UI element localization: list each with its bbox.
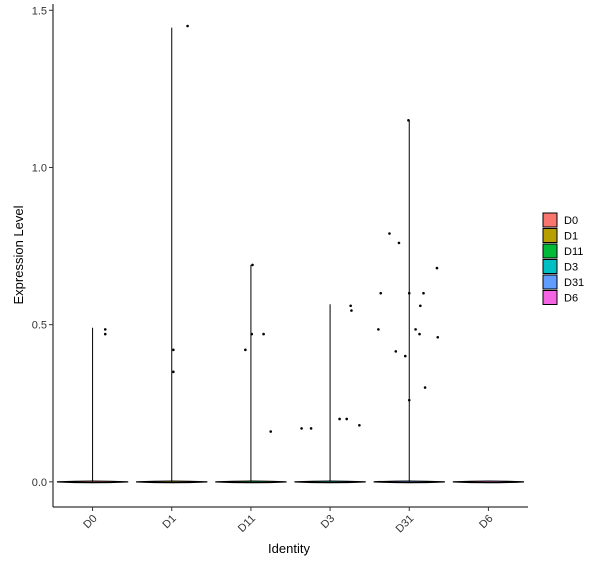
violin-marks: [56, 27, 525, 484]
data-point: [403, 354, 407, 358]
x-tick-label: D31: [394, 513, 417, 536]
legend-key-d0: [542, 212, 558, 228]
x-axis-title: Identity: [268, 541, 310, 556]
data-point: [422, 291, 425, 295]
x-tick-label: D3: [319, 513, 337, 531]
data-point: [172, 370, 175, 374]
y-axis-title: Expression Level: [11, 205, 26, 304]
data-point: [419, 304, 422, 308]
data-point: [407, 398, 411, 402]
data-point: [300, 427, 303, 430]
data-point: [262, 332, 265, 336]
jitter-points: [103, 24, 440, 433]
y-tick-label: 1.5: [32, 5, 47, 17]
x-tick-label: D1: [160, 513, 178, 531]
legend-key-d11: [542, 243, 558, 259]
legend-key-d1: [542, 228, 558, 243]
legend-label: D1: [564, 231, 578, 243]
data-point: [269, 430, 273, 433]
data-point: [436, 335, 440, 339]
data-point: [250, 332, 254, 336]
legend-key-d31: [542, 274, 558, 290]
data-point: [309, 427, 313, 430]
data-point: [358, 423, 361, 427]
data-point: [103, 328, 107, 331]
data-point: [388, 232, 391, 235]
legend-label: D0: [564, 215, 578, 227]
legend-key-d6: [542, 290, 558, 305]
x-tick-label: D11: [236, 513, 258, 535]
data-point: [418, 332, 421, 336]
legend: D0 D1 D11 D3 D31 D6: [542, 212, 584, 305]
data-point: [407, 119, 410, 122]
data-point: [103, 332, 107, 336]
data-point: [251, 263, 254, 267]
legend-label: D6: [564, 293, 578, 305]
data-point: [407, 291, 411, 295]
y-tick-label: 1.0: [32, 162, 47, 174]
y-tick-label: 0.5: [32, 320, 47, 332]
data-point: [435, 266, 439, 270]
data-point: [350, 309, 353, 312]
legend-label: D3: [564, 262, 578, 274]
legend-label: D11: [564, 246, 583, 258]
data-point: [423, 386, 427, 389]
data-point: [244, 348, 247, 352]
x-tick-label: D6: [477, 513, 495, 531]
data-point: [172, 348, 175, 352]
data-point: [377, 328, 380, 331]
data-point: [379, 291, 383, 295]
y-tick-label: 0.0: [32, 477, 47, 489]
data-point: [414, 328, 417, 331]
data-point: [397, 241, 401, 245]
data-point: [394, 350, 398, 353]
violin-d6: [452, 480, 525, 484]
data-point: [349, 304, 352, 308]
x-tick-label: D0: [81, 513, 99, 531]
data-point: [345, 417, 349, 421]
legend-key-d3: [542, 259, 558, 274]
data-point: [186, 24, 189, 28]
legend-label: D31: [564, 277, 584, 289]
data-point: [338, 417, 341, 421]
axes: 0.0 0.5 1.0 1.5 D0 D1 D11 D3 D31 D6: [32, 4, 528, 535]
